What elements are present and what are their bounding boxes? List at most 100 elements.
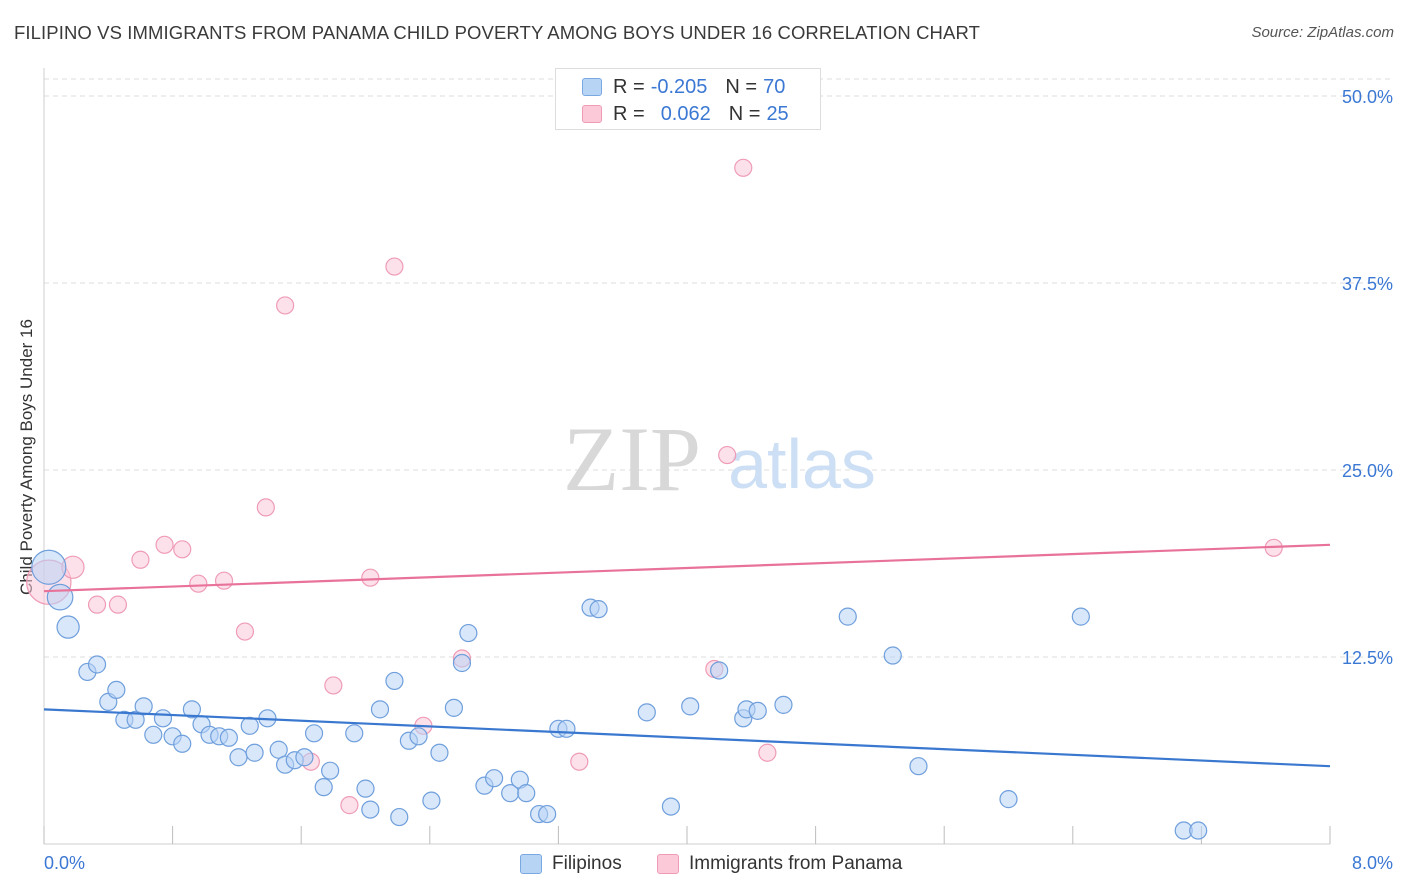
- watermark-atlas: atlas: [728, 425, 876, 503]
- filipinos-point: [637, 703, 656, 722]
- filipinos-point: [182, 700, 201, 719]
- filipinos-point: [240, 716, 259, 735]
- filipinos-point: [269, 740, 288, 759]
- series-filipinos-points: [31, 549, 1208, 840]
- filipinos-point: [748, 701, 767, 720]
- r-label: R =: [613, 75, 645, 98]
- n-label: N =: [725, 75, 758, 98]
- legend-label-filipinos: Filipinos: [552, 853, 622, 874]
- filipinos-point: [46, 583, 74, 611]
- trend-line-filipinos: [43, 708, 1331, 768]
- filipinos-point: [126, 710, 145, 729]
- panama-point: [256, 498, 275, 517]
- y-tick-label: 50.0%: [1342, 87, 1393, 107]
- watermark-zip: ZIP: [563, 408, 701, 510]
- panama-point: [155, 535, 174, 554]
- r-label: R =: [613, 102, 645, 125]
- axes: [43, 68, 1331, 845]
- filipinos-point: [459, 623, 478, 643]
- panama-point: [235, 622, 255, 641]
- filipinos-point: [589, 600, 608, 619]
- panama-point: [570, 752, 589, 771]
- filipinos-point: [1189, 821, 1208, 840]
- legend-swatch-pink: [582, 105, 602, 123]
- panama-point: [758, 743, 777, 762]
- gridlines: [44, 78, 1392, 658]
- n-value: 25: [766, 102, 789, 125]
- filipinos-point: [452, 653, 472, 673]
- filipinos-point: [295, 748, 314, 767]
- legend-item-filipinos: Filipinos: [520, 850, 622, 878]
- filipinos-point: [144, 725, 163, 744]
- legend-row-filipinos: R = -0.205 N = 70: [556, 74, 785, 100]
- chart-title: FILIPINO VS IMMIGRANTS FROM PANAMA CHILD…: [14, 22, 980, 43]
- filipinos-point: [153, 709, 173, 728]
- legend-swatch-pink: [657, 854, 679, 874]
- panama-point: [87, 595, 107, 614]
- filipinos-point: [304, 724, 324, 743]
- correlation-legend: R = -0.205 N = 70 R = 0.062 N = 25: [555, 68, 821, 130]
- filipinos-point: [356, 779, 375, 798]
- r-value: 0.062: [660, 102, 711, 125]
- panama-point: [361, 568, 380, 587]
- panama-point: [173, 540, 192, 559]
- filipinos-point: [245, 743, 264, 762]
- filipinos-point: [681, 697, 700, 716]
- panama-point: [276, 296, 295, 315]
- filipinos-point: [409, 727, 428, 746]
- y-tick-label: 12.5%: [1342, 648, 1393, 668]
- filipinos-point: [321, 761, 340, 780]
- trend-line-panama: [43, 543, 1331, 593]
- filipinos-point: [173, 734, 192, 753]
- filipinos-point: [370, 700, 390, 719]
- filipinos-point: [229, 748, 248, 767]
- filipinos-point: [56, 615, 80, 639]
- legend-label-panama: Immigrants from Panama: [689, 853, 903, 874]
- panama-point: [734, 158, 753, 177]
- x-tick-label: 8.0%: [1352, 853, 1393, 873]
- filipinos-point: [710, 661, 729, 680]
- panama-point: [340, 796, 359, 815]
- panama-point: [385, 257, 404, 276]
- source-label: Source: ZipAtlas.com: [1251, 24, 1394, 41]
- filipinos-point: [219, 728, 238, 747]
- n-label: N =: [728, 102, 761, 125]
- filipinos-point: [444, 698, 464, 717]
- filipinos-point: [661, 797, 681, 816]
- filipinos-point: [134, 697, 153, 716]
- filipinos-point: [390, 807, 409, 827]
- filipinos-point: [430, 743, 449, 762]
- filipinos-point: [361, 800, 380, 819]
- panama-point: [189, 574, 208, 593]
- filipinos-point: [87, 655, 107, 674]
- filipinos-point: [909, 757, 928, 776]
- watermark: ZIP atlas: [563, 408, 876, 510]
- legend-item-panama: Immigrants from Panama: [657, 850, 902, 878]
- legend-swatch-blue: [582, 78, 602, 96]
- filipinos-point: [1071, 607, 1090, 626]
- filipinos-point: [31, 549, 67, 585]
- filipinos-point: [557, 719, 576, 738]
- trend-lines: [43, 543, 1331, 768]
- y-tick-label: 37.5%: [1342, 274, 1393, 294]
- filipinos-point: [107, 680, 126, 700]
- panama-point: [718, 445, 737, 465]
- filipinos-point: [314, 778, 333, 797]
- panama-point: [108, 595, 128, 614]
- filipinos-point: [538, 804, 557, 824]
- n-value: 70: [763, 75, 786, 98]
- panama-point: [214, 571, 234, 590]
- filipinos-point: [517, 784, 536, 803]
- filipinos-point: [385, 671, 404, 691]
- filipinos-point: [883, 646, 902, 665]
- y-tick-label: 25.0%: [1342, 461, 1393, 481]
- r-value: -0.205: [650, 75, 708, 98]
- filipinos-point: [838, 607, 857, 626]
- panama-point: [131, 550, 150, 569]
- legend-row-panama: R = 0.062 N = 25: [556, 101, 789, 127]
- filipinos-point: [999, 790, 1018, 809]
- filipinos-point: [345, 724, 364, 743]
- x-tick-label: 0.0%: [44, 853, 85, 873]
- filipinos-point: [422, 791, 441, 810]
